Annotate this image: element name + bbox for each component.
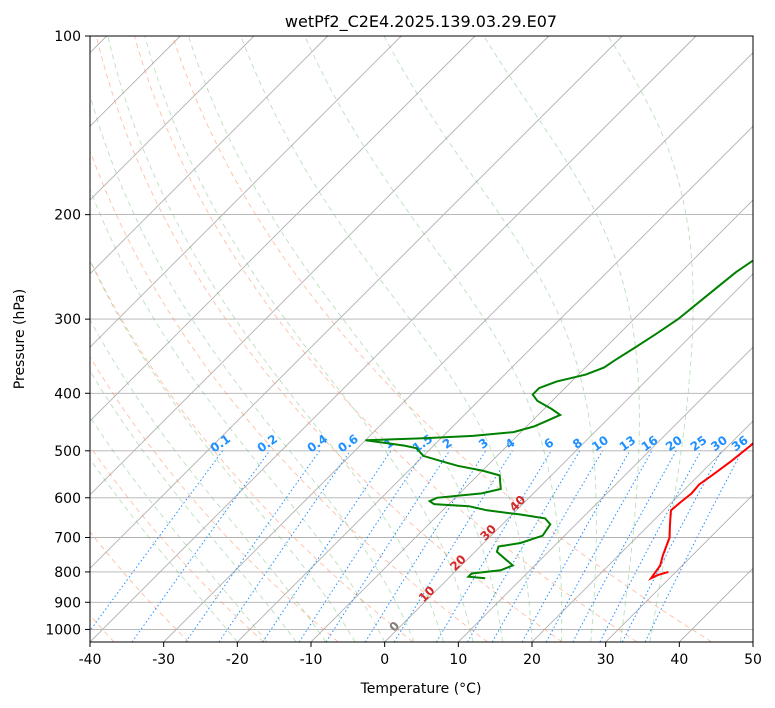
mixing-ratio-line xyxy=(131,450,271,642)
dry-adiabat xyxy=(172,36,712,642)
moist-adiabat xyxy=(144,36,474,642)
mixing-ratio-label: 0.4 xyxy=(305,432,330,456)
y-tick-label: 1000 xyxy=(45,622,81,638)
x-tick-label: -20 xyxy=(226,652,249,668)
y-axis-label: Pressure (hPa) xyxy=(12,289,28,389)
isotherm-line xyxy=(90,36,329,275)
moist-adiabat xyxy=(107,36,445,642)
moist-adiabat xyxy=(483,36,640,642)
isotherm-line xyxy=(605,494,753,642)
moist-adiabat xyxy=(90,369,297,642)
mixing-ratio-line xyxy=(644,450,743,642)
isotherm-label: 0 xyxy=(386,619,402,635)
x-axis: -40 -30 -20 -10 0 10 20 30 40 50 xyxy=(79,642,762,668)
x-tick-label: 20 xyxy=(523,652,541,668)
moist-adiabat xyxy=(90,458,238,642)
mixing-ratio-line xyxy=(325,450,451,642)
x-tick-label: -30 xyxy=(152,652,175,668)
isotherm-line xyxy=(457,346,753,642)
y-tick-label: 600 xyxy=(54,491,81,507)
y-tick-label: 800 xyxy=(54,565,81,581)
y-tick-label: 500 xyxy=(54,444,81,460)
mixing-ratio-label: 6 xyxy=(541,435,556,451)
mixing-ratio-line xyxy=(435,450,552,642)
mixing-ratio-line xyxy=(467,450,581,642)
isotherm-line xyxy=(90,36,255,201)
y-tick-label: 200 xyxy=(54,208,81,224)
moist-adiabat xyxy=(240,36,533,642)
mixing-ratio-label: 0.1 xyxy=(208,432,233,456)
dry-adiabat xyxy=(90,149,488,642)
mixing-ratio-line xyxy=(521,450,631,642)
isotherm-line xyxy=(531,420,753,642)
dry-adiabat xyxy=(133,36,638,642)
y-tick-label: 700 xyxy=(54,531,81,547)
chart-title: wetPf2_C2E4.2025.139.03.29.E07 xyxy=(285,12,557,32)
y-tick-label: 900 xyxy=(54,595,81,611)
moist-adiabat xyxy=(607,36,694,642)
dry-adiabat xyxy=(95,36,563,642)
mixing-ratio-line xyxy=(90,450,224,632)
x-tick-label: -40 xyxy=(79,652,102,668)
isotherm-line xyxy=(236,125,753,642)
moist-adiabat xyxy=(304,36,563,642)
x-tick-label: 50 xyxy=(744,652,762,668)
isotherm-line xyxy=(90,36,476,422)
y-tick-label: 300 xyxy=(54,312,81,328)
isotherm-label: 30 xyxy=(477,522,499,544)
mixing-ratio-line xyxy=(364,450,487,642)
dry-adiabat xyxy=(90,259,414,642)
isotherm-label: 10 xyxy=(416,583,438,605)
isotherm-line xyxy=(310,199,753,642)
moist-adiabat xyxy=(383,36,597,642)
isotherm-line xyxy=(90,36,697,642)
isotherm-line xyxy=(384,273,753,642)
mixing-ratio-line xyxy=(599,450,702,642)
moist-adiabat xyxy=(90,188,386,642)
mixing-ratio-line xyxy=(298,450,426,642)
mixing-ratio-label: 3 xyxy=(476,435,491,451)
plot-frame xyxy=(89,35,754,643)
isotherm-label: 40 xyxy=(507,493,529,515)
y-axis: 100 200 300 400 500 600 700 800 900 1000 xyxy=(45,29,90,638)
mixing-ratio-line xyxy=(218,450,351,642)
moist-adiabat xyxy=(90,415,268,642)
mixing-ratio-line xyxy=(262,450,392,642)
isotherm-line xyxy=(678,567,753,642)
x-tick-label: 0 xyxy=(380,652,389,668)
moist-adiabat xyxy=(188,36,503,642)
isotherm-line xyxy=(90,36,550,496)
isotherm-label: 20 xyxy=(447,552,469,574)
mixing-ratio-label: 0.6 xyxy=(335,432,360,456)
isotherm-line xyxy=(163,52,753,642)
dry-adiabat xyxy=(90,445,264,642)
dewpoint-trace xyxy=(365,259,753,580)
y-tick-label: 400 xyxy=(54,386,81,402)
y-tick-label: 100 xyxy=(54,29,81,45)
temperature-trace xyxy=(647,442,753,581)
x-tick-label: 10 xyxy=(449,652,467,668)
moist-adiabat xyxy=(90,93,415,642)
mixing-ratio-line xyxy=(572,450,677,642)
x-tick-label: -10 xyxy=(300,652,323,668)
isotherm-line xyxy=(752,641,753,642)
x-tick-label: 40 xyxy=(670,652,688,668)
mixing-ratio-label: 1.5 xyxy=(410,432,435,456)
plot-area: 0.1 0.2 0.4 0.6 1 1.5 2 3 4 6 8 10 13 16 20 25303601020… xyxy=(90,36,753,642)
mixing-ratio-label: 0.2 xyxy=(255,432,280,456)
dry-adiabat xyxy=(90,531,190,642)
dry-adiabat xyxy=(90,355,339,642)
isotherm-line xyxy=(90,36,402,348)
isotherm-line xyxy=(90,36,623,569)
moist-adiabat xyxy=(90,259,356,642)
mixing-ratio-line xyxy=(185,450,321,642)
mixing-ratio-line xyxy=(545,450,653,642)
x-tick-label: 30 xyxy=(597,652,615,668)
x-axis-label: Temperature (°C) xyxy=(360,681,482,697)
